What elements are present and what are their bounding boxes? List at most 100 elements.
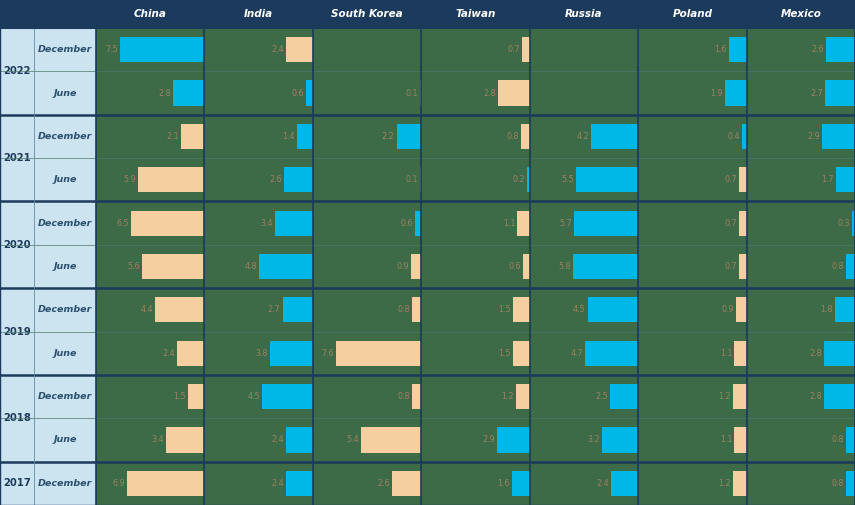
Text: 2.4: 2.4 [597,479,610,488]
Bar [336,341,422,366]
Bar [96,201,855,245]
Text: 0.8: 0.8 [398,306,410,315]
Bar [575,211,638,236]
Text: 1.1: 1.1 [503,219,516,228]
Text: 5.6: 5.6 [127,262,139,271]
Bar [274,211,313,236]
Text: 7.5: 7.5 [105,45,118,54]
Bar [0,245,96,288]
Bar [96,462,855,505]
Text: 0.8: 0.8 [506,132,519,141]
Bar [733,471,746,496]
Text: South Korea: South Korea [331,9,403,19]
Bar [361,427,422,452]
Bar [96,288,855,332]
Bar [739,211,746,236]
Text: 4.2: 4.2 [576,132,589,141]
Text: 4.5: 4.5 [573,306,586,315]
Bar [742,124,746,149]
Text: 1.7: 1.7 [822,175,834,184]
Text: 0.6: 0.6 [509,262,521,271]
Text: 1.1: 1.1 [720,435,732,444]
Bar [96,115,855,158]
Text: 0.2: 0.2 [513,175,526,184]
Text: 1.6: 1.6 [498,479,510,488]
Bar [420,80,422,106]
Text: 2.1: 2.1 [166,132,179,141]
Text: 2.4: 2.4 [271,45,284,54]
Text: 1.8: 1.8 [820,306,833,315]
Text: June: June [53,262,77,271]
Text: 0.8: 0.8 [832,262,844,271]
Bar [286,37,313,62]
Bar [733,384,746,409]
Text: 0.8: 0.8 [832,435,844,444]
Text: December: December [38,479,92,488]
Bar [96,71,855,115]
Bar [523,254,530,279]
Text: 4.4: 4.4 [140,306,153,315]
Text: December: December [38,306,92,315]
Bar [286,427,313,452]
Text: 3.8: 3.8 [256,349,268,358]
Text: December: December [38,132,92,141]
Text: 0.9: 0.9 [722,306,734,315]
Bar [155,297,204,322]
Text: 2019: 2019 [3,327,31,336]
Bar [187,384,204,409]
Text: 2.6: 2.6 [269,175,281,184]
Text: 2.5: 2.5 [595,392,608,401]
Bar [127,471,204,496]
Text: 7.6: 7.6 [321,349,334,358]
Bar [96,245,855,288]
Bar [823,341,855,366]
Text: 2020: 2020 [3,240,31,250]
Text: 1.2: 1.2 [718,479,731,488]
Text: 3.4: 3.4 [260,219,273,228]
Text: 2.8: 2.8 [809,349,822,358]
Bar [739,167,746,192]
Bar [132,211,204,236]
Text: 1.1: 1.1 [720,349,732,358]
Bar [262,384,313,409]
Text: June: June [53,349,77,358]
Text: 5.4: 5.4 [346,435,358,444]
Text: 2.8: 2.8 [809,392,822,401]
Text: China: China [133,9,167,19]
Bar [96,332,855,375]
Bar [512,471,530,496]
Text: 5.8: 5.8 [558,262,571,271]
Text: 2.6: 2.6 [811,45,824,54]
Text: 0.8: 0.8 [832,479,844,488]
Bar [0,375,96,418]
Bar [587,297,638,322]
Bar [826,37,855,62]
Bar [121,37,204,62]
Text: 4.5: 4.5 [248,392,260,401]
Text: 0.4: 0.4 [728,132,740,141]
Text: 2022: 2022 [3,66,31,76]
Bar [522,37,530,62]
Text: 0.1: 0.1 [405,175,418,184]
Text: 2.4: 2.4 [271,435,284,444]
Bar [591,124,638,149]
Text: 2.6: 2.6 [377,479,390,488]
Bar [0,462,96,505]
Bar [611,471,638,496]
Text: 1.5: 1.5 [173,392,186,401]
Bar [0,0,855,28]
Bar [270,341,313,366]
Text: 0.3: 0.3 [837,219,850,228]
Bar [178,341,204,366]
Bar [573,254,638,279]
Bar [528,167,530,192]
Text: 2021: 2021 [3,153,31,163]
Bar [96,28,855,71]
Bar [139,167,204,192]
Text: 0.8: 0.8 [398,392,410,401]
Bar [411,254,422,279]
Bar [834,297,855,322]
Bar [586,341,638,366]
Bar [420,167,422,192]
Text: India: India [244,9,274,19]
